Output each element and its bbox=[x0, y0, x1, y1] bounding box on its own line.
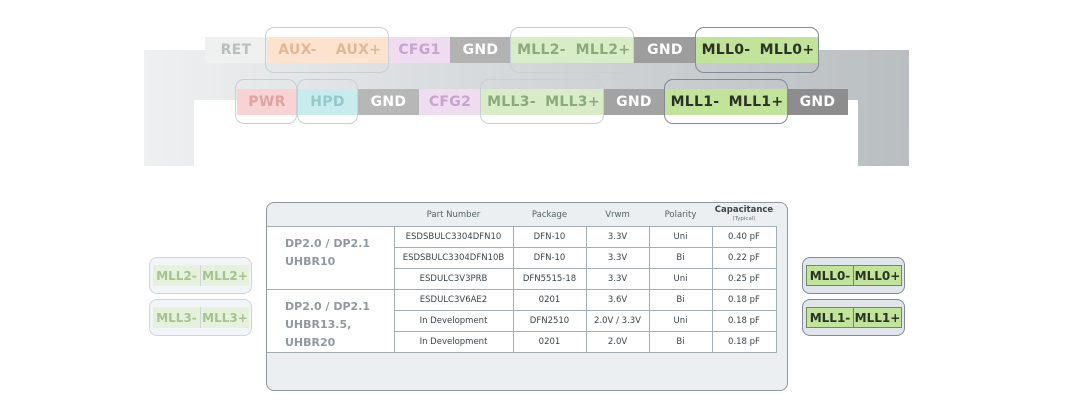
pin-mll2-plus: MLL2+ bbox=[572, 37, 634, 63]
group-line1: DP2.0 / DP2.1 bbox=[285, 300, 371, 313]
mll2-plus-chip: MLL2+ bbox=[201, 265, 249, 286]
polarity-cell: Uni bbox=[648, 310, 713, 332]
pin-gnd: GND bbox=[358, 89, 419, 115]
pin-gnd: GND bbox=[603, 89, 665, 115]
polarity-header: Polarity bbox=[664, 209, 697, 220]
capacitance-header: Capacitance (Typical) bbox=[712, 203, 776, 227]
mll0-pair-outline bbox=[695, 27, 819, 73]
pin-pwr: PWR bbox=[237, 89, 297, 115]
package-cell: 0201 bbox=[512, 331, 587, 353]
vrwm-cell: 2.0V bbox=[585, 331, 650, 353]
component-table: Part Number Package Vrwm Polarity Capaci… bbox=[267, 203, 777, 353]
pin-mll1-plus: MLL1+ bbox=[725, 89, 787, 115]
vrwm-cell: 3.6V bbox=[585, 289, 650, 311]
capacitance-note: (Typical) bbox=[732, 215, 756, 222]
mll2-minus-chip: MLL2- bbox=[153, 265, 201, 286]
left-pair-mll2: MLL2- MLL2+ bbox=[149, 257, 252, 294]
part-number-cell: ESDULC3V3PRB bbox=[393, 268, 514, 290]
capacitance-cell: 0.18 pF bbox=[711, 310, 777, 332]
mll0-plus-chip: MLL0+ bbox=[854, 265, 902, 286]
pin-gnd: GND bbox=[450, 37, 511, 63]
package-cell: DFN2510 bbox=[512, 310, 587, 332]
polarity-cell: Bi bbox=[648, 247, 713, 269]
pin-mll1-minus: MLL1- bbox=[665, 89, 725, 115]
table-row: DP2.0 / DP2.1 UHBR10 ESDSBULC3304DFN10 D… bbox=[267, 226, 777, 290]
polarity-cell: Bi bbox=[648, 331, 713, 353]
vrwm-cell: 3.3V bbox=[585, 226, 650, 248]
part-number-cell: In Development bbox=[393, 310, 514, 332]
table-row: DP2.0 / DP2.1 UHBR13.5, UHBR20 ESDULC3V6… bbox=[267, 289, 777, 353]
part-number-cell: ESDULC3V6AE2 bbox=[393, 289, 514, 311]
pin-cfg2: CFG2 bbox=[419, 89, 481, 115]
group-line1: DP2.0 / DP2.1 bbox=[285, 237, 371, 250]
pin-ret: RET bbox=[205, 37, 267, 63]
group-uhbr13-20: DP2.0 / DP2.1 UHBR13.5, UHBR20 bbox=[267, 289, 395, 353]
pin-mll3-minus: MLL3- bbox=[481, 89, 542, 115]
mll3-minus-chip: MLL3- bbox=[153, 307, 201, 328]
pin-mll0-minus: MLL0- bbox=[696, 37, 756, 63]
mll1-pair-outline bbox=[664, 79, 788, 124]
package-cell: DFN5515-18 bbox=[512, 268, 587, 290]
package-cell: DFN-10 bbox=[512, 247, 587, 269]
vrwm-cell: 2.0V / 3.3V bbox=[585, 310, 650, 332]
table-row: ESDULC3V3PRB DFN5515-18 3.3V Uni 0.25 pF bbox=[267, 268, 777, 290]
table-row: ESDSBULC3304DFN10B DFN-10 3.3V Bi 0.22 p… bbox=[267, 247, 777, 269]
esd-component-table: Part Number Package Vrwm Polarity Capaci… bbox=[266, 202, 788, 391]
group-line2: UHBR13.5, UHBR20 bbox=[285, 318, 352, 349]
capacitance-cell: 0.25 pF bbox=[711, 268, 777, 290]
group-line2: UHBR10 bbox=[285, 255, 336, 268]
pin-gnd: GND bbox=[787, 89, 848, 115]
vrwm-cell: 3.3V bbox=[585, 247, 650, 269]
part-number-cell: ESDSBULC3304DFN10 bbox=[393, 226, 514, 248]
right-pair-mll1: MLL1- MLL1+ bbox=[802, 299, 905, 336]
pin-mll2-minus: MLL2- bbox=[511, 37, 572, 63]
pin-mll0-plus: MLL0+ bbox=[756, 37, 818, 63]
mll2-pair-outline bbox=[510, 27, 634, 73]
mll3-plus-chip: MLL3+ bbox=[201, 307, 249, 328]
capacitance-title: Capacitance bbox=[714, 204, 774, 215]
polarity-cell: Uni bbox=[648, 226, 713, 248]
capacitance-cell: 0.18 pF bbox=[711, 331, 777, 353]
part-number-cell: In Development bbox=[393, 331, 514, 353]
part-number-header: Part Number bbox=[426, 209, 481, 220]
polarity-cell: Bi bbox=[648, 289, 713, 311]
pin-aux-minus: AUX- bbox=[267, 37, 328, 63]
package-header: Package bbox=[531, 209, 568, 220]
blank-header bbox=[267, 203, 394, 227]
mll1-minus-chip: MLL1- bbox=[806, 307, 854, 328]
mll1-plus-chip: MLL1+ bbox=[854, 307, 902, 328]
right-pair-mll0: MLL0- MLL0+ bbox=[802, 257, 905, 294]
mll0-minus-chip: MLL0- bbox=[806, 265, 854, 286]
pin-cfg1: CFG1 bbox=[389, 37, 450, 63]
package-cell: 0201 bbox=[512, 289, 587, 311]
polarity-cell: Uni bbox=[648, 268, 713, 290]
pin-hpd: HPD bbox=[297, 89, 358, 115]
capacitance-cell: 0.18 pF bbox=[711, 289, 777, 311]
vrwm-header: Vrwm bbox=[605, 209, 630, 220]
aux-pair-outline bbox=[265, 27, 389, 73]
pwr-pin-outline bbox=[235, 79, 297, 124]
table-row: In Development 0201 2.0V Bi 0.18 pF bbox=[267, 331, 777, 353]
part-number-cell: ESDSBULC3304DFN10B bbox=[393, 247, 514, 269]
pin-gnd: GND bbox=[634, 37, 696, 63]
capacitance-cell: 0.40 pF bbox=[711, 226, 777, 248]
vrwm-cell: 3.3V bbox=[585, 268, 650, 290]
pin-mll3-plus: MLL3+ bbox=[542, 89, 603, 115]
table-header-row: Part Number Package Vrwm Polarity Capaci… bbox=[267, 203, 776, 227]
package-cell: DFN-10 bbox=[512, 226, 587, 248]
hpd-pin-outline bbox=[297, 79, 358, 124]
pin-aux-plus: AUX+ bbox=[328, 37, 389, 63]
left-pair-mll3: MLL3- MLL3+ bbox=[149, 299, 252, 336]
capacitance-cell: 0.22 pF bbox=[711, 247, 777, 269]
mll3-pair-outline bbox=[480, 79, 604, 124]
group-uhbr10: DP2.0 / DP2.1 UHBR10 bbox=[267, 226, 395, 290]
